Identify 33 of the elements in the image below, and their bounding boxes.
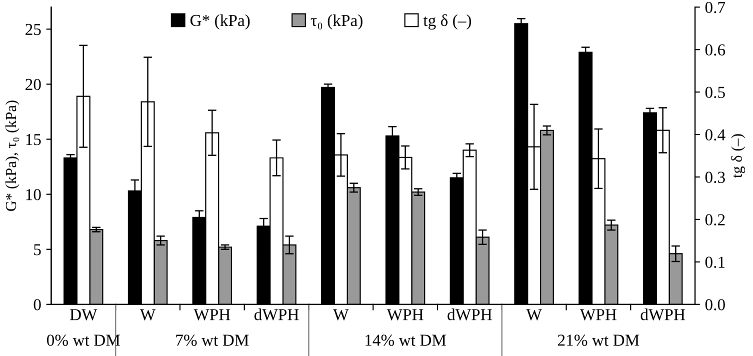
x-tick-label: WPH xyxy=(386,309,424,320)
text: 21% wt DM xyxy=(558,334,640,346)
y2-tick-label: 0.5 xyxy=(705,86,725,98)
x-tick-label: WPH xyxy=(580,309,616,320)
y-tick-label: 25 xyxy=(26,24,41,36)
y2-axis-title: tg δ (–) xyxy=(731,134,746,178)
y2-tick-label: 0.6 xyxy=(705,44,726,56)
x-tick-label: W xyxy=(140,309,156,320)
y2-tick-label: 0.3 xyxy=(705,172,725,183)
y2-tick-label: 0.0 xyxy=(705,299,725,310)
x-tick-label: DW xyxy=(70,309,98,320)
legend-label: G* (kPa) xyxy=(190,14,250,30)
text: 0% wt DM xyxy=(46,334,120,346)
y-tick-label: 20 xyxy=(26,78,41,90)
text: 7% wt DM xyxy=(176,334,249,346)
legend-label: τ₀ (kPa) xyxy=(310,14,362,30)
text: 14% wt DM xyxy=(366,334,446,346)
x-tick-label: dWPH xyxy=(640,308,686,320)
y2-tick-label: 0.4 xyxy=(705,129,726,141)
x-tick-label: WPH xyxy=(194,309,230,320)
y2-tick-label: 0.1 xyxy=(705,256,725,268)
x-tick-label: dWPH xyxy=(254,308,299,320)
y2-tick-label: 0.7 xyxy=(705,2,726,14)
y-tick-label: 15 xyxy=(26,134,41,146)
legend-label: tg δ (–) xyxy=(423,14,472,30)
x-tick-label: W xyxy=(333,309,349,320)
x-tick-label: W xyxy=(526,309,542,320)
y-tick-label: 5 xyxy=(34,244,41,256)
x-tick-label: dWPH xyxy=(448,308,492,320)
y-axis-title: G* (kPa), τ₀ (kPa) xyxy=(5,100,20,211)
y-tick-label: 10 xyxy=(26,188,41,200)
y2-tick-label: 0.2 xyxy=(705,214,725,226)
y-tick-label: 0 xyxy=(34,299,41,310)
